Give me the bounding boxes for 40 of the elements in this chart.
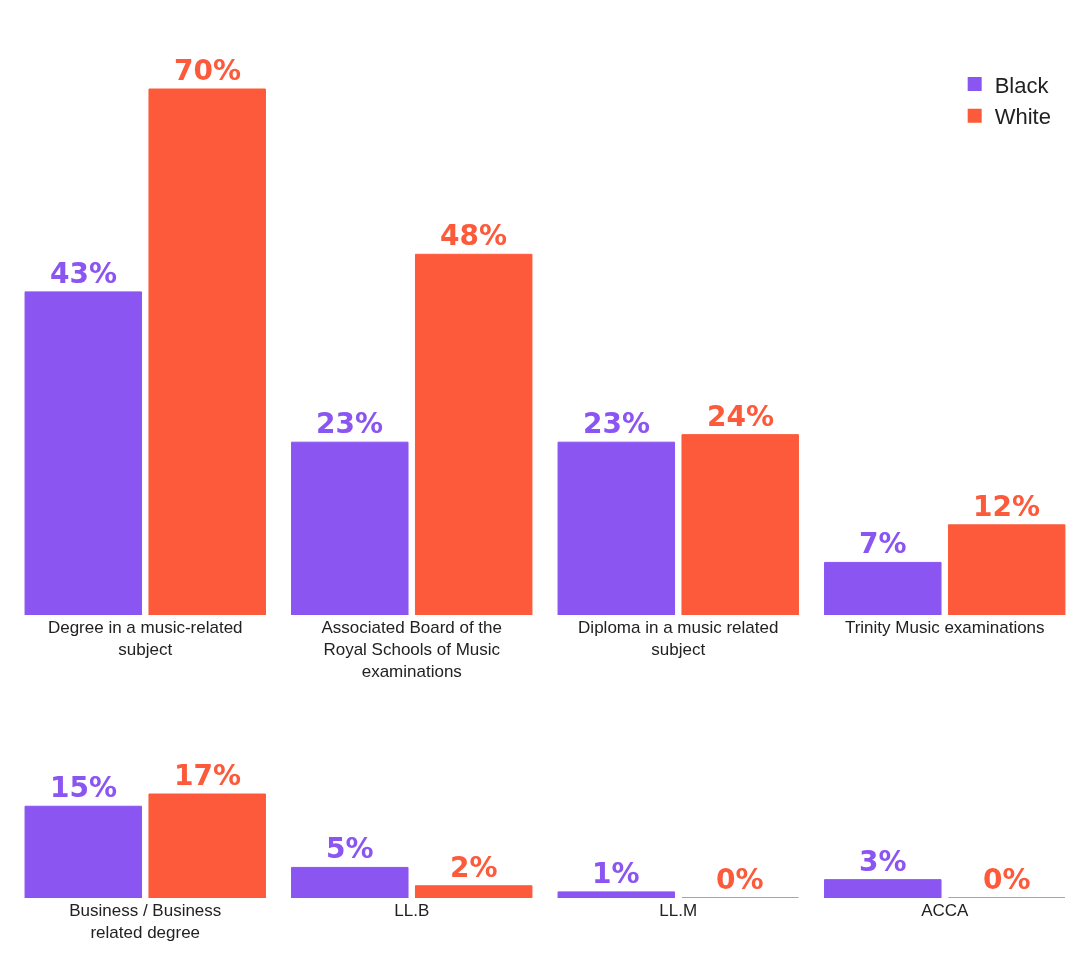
data-label: 2% xyxy=(450,851,498,884)
data-label: 23% xyxy=(583,407,651,440)
data-label: 0% xyxy=(716,863,764,896)
x-tick-label: Associated Board of the Royal Schools of Music examinations xyxy=(321,618,503,682)
bar xyxy=(414,253,533,615)
bar xyxy=(414,885,533,898)
data-label: 3% xyxy=(859,845,907,878)
legend-label: White xyxy=(994,104,1051,130)
data-label: 24% xyxy=(707,400,775,433)
data-label: 48% xyxy=(440,219,508,252)
bar xyxy=(291,866,409,898)
bar xyxy=(291,441,409,615)
data-label: 0% xyxy=(983,863,1031,896)
x-tick-label: LL.M xyxy=(659,901,698,920)
bar xyxy=(824,879,942,898)
bar xyxy=(148,88,266,615)
legend-label: Black xyxy=(994,72,1050,98)
data-label: 5% xyxy=(326,832,374,865)
x-tick-label: LL.B xyxy=(394,901,430,920)
bar xyxy=(24,291,143,615)
bar xyxy=(557,441,676,615)
x-tick-label: Business / Business related degree xyxy=(69,901,222,943)
data-label: 12% xyxy=(973,490,1041,523)
data-label: 17% xyxy=(174,759,242,792)
x-tick-label: Trinity Music examinations xyxy=(844,618,1045,637)
bar xyxy=(148,793,266,898)
data-label: 7% xyxy=(859,527,907,560)
x-tick-label: Diploma in a music related subject xyxy=(578,618,779,660)
bar xyxy=(681,434,799,615)
bar xyxy=(557,891,676,898)
bar xyxy=(947,524,1066,615)
x-tick-label: ACCA xyxy=(921,901,970,920)
data-label: 23% xyxy=(316,407,384,440)
bar xyxy=(824,561,942,615)
bar xyxy=(24,805,143,898)
x-tick-label: Degree in a music-related subject xyxy=(47,618,243,660)
data-label: 43% xyxy=(50,257,118,290)
data-label: 70% xyxy=(174,54,242,87)
data-label: 1% xyxy=(592,857,640,890)
data-label: 15% xyxy=(50,771,118,804)
